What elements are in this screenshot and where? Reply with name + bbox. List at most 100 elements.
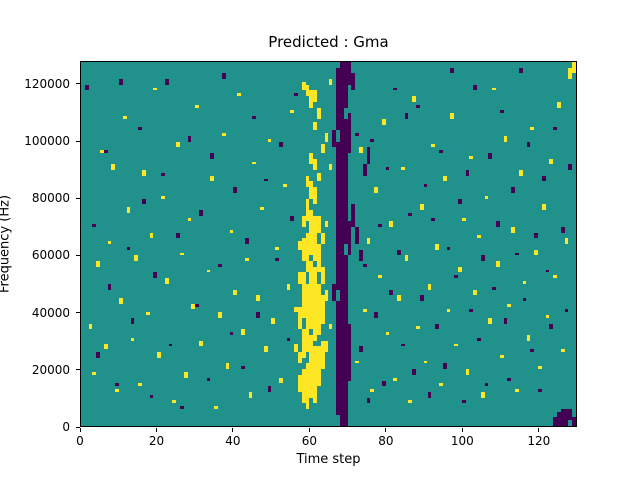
heatmap-cell-high bbox=[275, 246, 279, 250]
y-tick-label: 60000 bbox=[31, 248, 70, 263]
heatmap-cell-high bbox=[317, 215, 321, 233]
heatmap-cell-high bbox=[480, 391, 485, 398]
heatmap-cell-low bbox=[408, 212, 413, 216]
heatmap-cell-high bbox=[290, 110, 295, 114]
heatmap-cell-high bbox=[358, 147, 363, 153]
heatmap-cell-high bbox=[457, 266, 462, 273]
heatmap-cell-low bbox=[412, 369, 417, 375]
heatmap-cell-high bbox=[473, 289, 477, 296]
heatmap-cell-high bbox=[225, 363, 230, 370]
heatmap-cell-high bbox=[221, 133, 226, 136]
heatmap-cell-low bbox=[252, 116, 257, 119]
heatmap-cell-high bbox=[400, 167, 405, 171]
heatmap-cell-high bbox=[305, 232, 310, 273]
heatmap-cell-high bbox=[503, 135, 508, 142]
heatmap-cell-low bbox=[496, 221, 500, 227]
heatmap-cell-high bbox=[263, 346, 268, 353]
heatmap-cell-high bbox=[317, 107, 321, 119]
heatmap-cell-high bbox=[518, 170, 523, 176]
y-tick-mark bbox=[76, 140, 80, 142]
heatmap-cell-high bbox=[96, 261, 101, 267]
heatmap-cell-high bbox=[465, 369, 470, 375]
heatmap-cell-low bbox=[416, 104, 420, 108]
heatmap-cell-high bbox=[477, 235, 481, 239]
heatmap-cell-high bbox=[317, 346, 321, 387]
heatmap-cell-low bbox=[530, 349, 535, 353]
heatmap-cell-low bbox=[96, 352, 101, 358]
heatmap-cell-low bbox=[419, 295, 424, 301]
heatmap-cell-low bbox=[503, 317, 508, 324]
heatmap-cell-high bbox=[187, 218, 192, 222]
heatmap-cell-high bbox=[172, 400, 177, 404]
heatmap-cell-low bbox=[397, 249, 401, 256]
heatmap-cell-low bbox=[454, 275, 458, 279]
heatmap-cell-high bbox=[214, 406, 219, 409]
heatmap-cell-low bbox=[256, 312, 260, 318]
heatmap-cell-high bbox=[130, 337, 135, 341]
heatmap-cell-high bbox=[309, 209, 314, 256]
heatmap-cell-high bbox=[370, 389, 375, 392]
heatmap-cell-low bbox=[84, 84, 89, 91]
heatmap-cell-low bbox=[294, 93, 299, 97]
heatmap-cell-high bbox=[515, 389, 519, 392]
heatmap-cell-high bbox=[218, 312, 222, 318]
heatmap-cell-low bbox=[438, 150, 443, 153]
heatmap-cell-low bbox=[153, 272, 158, 279]
heatmap-cell-high bbox=[134, 255, 139, 262]
x-tick-label: 20 bbox=[148, 434, 165, 448]
heatmap-cell-high bbox=[317, 283, 321, 335]
heatmap-cell-high bbox=[568, 67, 573, 80]
heatmap-cell-low bbox=[556, 411, 561, 426]
heatmap-cell-low bbox=[461, 400, 466, 404]
heatmap-cell-low bbox=[446, 246, 451, 250]
heatmap-cell-low bbox=[336, 67, 340, 131]
heatmap-cell-low bbox=[526, 141, 531, 148]
heatmap-cell-high bbox=[499, 354, 504, 358]
heatmap-cell-low bbox=[195, 303, 200, 307]
heatmap-cell-high bbox=[419, 204, 424, 210]
heatmap-cell-low bbox=[164, 79, 169, 85]
heatmap-cell-high bbox=[412, 96, 417, 102]
chart-title: Predicted : Gma bbox=[268, 33, 389, 51]
heatmap-cell-high bbox=[164, 278, 169, 284]
heatmap-cell-high bbox=[305, 363, 310, 409]
heatmap-cell-high bbox=[450, 113, 455, 119]
heatmap-cell-low bbox=[336, 141, 340, 290]
heatmap-cell-low bbox=[263, 178, 268, 182]
heatmap-cell-high bbox=[378, 275, 382, 279]
heatmap-cell-low bbox=[457, 198, 462, 205]
heatmap-cell-high bbox=[309, 90, 314, 108]
heatmap-cell-high bbox=[313, 90, 318, 102]
heatmap-cell-high bbox=[191, 303, 196, 310]
heatmap-cell-low bbox=[515, 252, 519, 256]
heatmap-cell-low bbox=[343, 62, 348, 108]
heatmap-cell-high bbox=[248, 391, 253, 398]
heatmap-cell-high bbox=[286, 283, 291, 290]
heatmap-cell-high bbox=[145, 312, 150, 316]
heatmap-cell-low bbox=[480, 255, 485, 262]
heatmap-cell-high bbox=[301, 369, 306, 404]
heatmap-cell-high bbox=[301, 238, 306, 262]
heatmap-cell-high bbox=[313, 158, 318, 171]
heatmap-cell-high bbox=[328, 79, 333, 85]
heatmap-cell-high bbox=[313, 266, 318, 341]
heatmap-cell-high bbox=[305, 198, 310, 222]
heatmap-cell-high bbox=[328, 164, 333, 171]
heatmap-cell-low bbox=[427, 391, 432, 398]
heatmap-cell-low bbox=[233, 187, 238, 193]
y-tick-label: 0 bbox=[62, 420, 70, 434]
heatmap-cell-low bbox=[435, 323, 439, 330]
x-tick-mark bbox=[79, 428, 81, 432]
heatmap-cell-low bbox=[343, 118, 348, 244]
heatmap-cell-low bbox=[385, 167, 390, 171]
heatmap-cell-low bbox=[431, 218, 436, 222]
heatmap-cell-low bbox=[366, 147, 371, 165]
heatmap-cell-high bbox=[313, 346, 318, 404]
heatmap-cell-high bbox=[309, 181, 314, 199]
heatmap-cell-high bbox=[572, 62, 576, 74]
heatmap-cell-low bbox=[362, 263, 367, 267]
heatmap-cell-high bbox=[141, 170, 146, 176]
heatmap-cell-low bbox=[381, 380, 386, 387]
heatmap-cell-high bbox=[549, 158, 554, 165]
heatmap-cell-high bbox=[362, 309, 367, 313]
